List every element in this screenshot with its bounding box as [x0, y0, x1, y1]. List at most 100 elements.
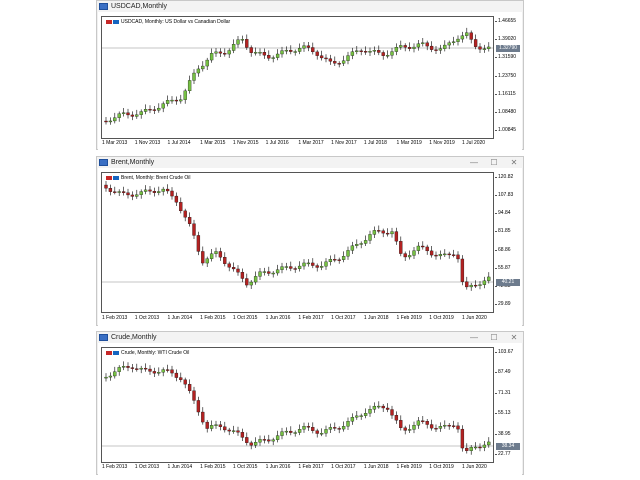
candle-body	[148, 189, 152, 192]
candle-body	[407, 429, 412, 431]
candle-body	[425, 421, 429, 425]
candle-body	[223, 426, 227, 431]
chart-area[interactable]: USDCAD, Monthly: US Dollar vs Canadian D…	[98, 12, 522, 150]
close-button[interactable]: ✕	[510, 333, 518, 342]
candle-body	[416, 420, 421, 426]
candle-body	[346, 250, 350, 257]
chart-window-crude[interactable]: Crude,Monthly — ☐ ✕ Crude, Monthly: WTI …	[96, 331, 524, 475]
candlestick-chart[interactable]	[102, 348, 493, 462]
candle-body	[324, 261, 328, 267]
candlestick-chart[interactable]	[102, 173, 493, 312]
candle-body	[236, 268, 240, 273]
price-tick-label: 1.16115	[495, 90, 516, 97]
candle-body	[407, 255, 412, 258]
time-tick-label: 1 Feb 2015	[200, 315, 226, 321]
candle-body	[143, 367, 148, 370]
candle-body	[451, 41, 456, 43]
candle-body	[170, 190, 174, 197]
current-price-tag: 38.34	[496, 443, 520, 450]
candle-body	[209, 425, 214, 429]
time-axis[interactable]: 1 Feb 2013 1 Oct 2013 1 Jun 2014 1 Feb 2015…	[101, 314, 494, 322]
candle-body	[385, 407, 390, 410]
window-titlebar[interactable]: Crude,Monthly — ☐ ✕	[97, 332, 523, 343]
candle-body	[487, 276, 491, 281]
candle-body	[121, 112, 126, 114]
flag-icon	[113, 175, 119, 180]
candle-body	[284, 49, 289, 52]
candlestick-chart[interactable]	[102, 17, 493, 138]
candle-body	[350, 417, 355, 422]
candle-body	[214, 424, 218, 426]
candle-body	[434, 49, 438, 51]
price-plot[interactable]: Crude, Monthly: WTI Crude Oil	[101, 347, 494, 463]
close-button[interactable]: ✕	[510, 158, 518, 167]
time-tick-label: 1 Oct 2015	[232, 464, 258, 470]
candle-body	[399, 241, 403, 254]
price-axis[interactable]: 1.46655 1.39020 1.31590 1.23750 1.16115 1.084…	[494, 16, 522, 139]
candle-body	[139, 191, 143, 195]
symbol-label-text: Brent, Monthly: Brent Crude Oil	[121, 175, 191, 181]
candle-body	[447, 253, 451, 256]
maximize-button[interactable]: ☐	[490, 333, 498, 342]
chart-window-brent[interactable]: Brent,Monthly — ☐ ✕ Brent, Monthly: Bren…	[96, 156, 524, 326]
minimize-button[interactable]: —	[470, 333, 478, 342]
symbol-label: Crude, Monthly: WTI Crude Oil	[106, 350, 189, 356]
candle-body	[363, 51, 368, 53]
time-tick-label: 1 Jun 2014	[167, 315, 193, 321]
flag-icon	[113, 350, 119, 355]
price-axis[interactable]: 103.67 87.49 71.31 55.13 38.95 22.77 38.34	[494, 347, 522, 463]
price-axis[interactable]: 120.82107.8394.8481.8568.8655.8742.8829.…	[494, 172, 522, 313]
candle-body	[297, 48, 302, 52]
candle-body	[218, 51, 223, 54]
window-title: Brent,Monthly	[111, 159, 155, 166]
chart-window-icon	[99, 334, 108, 341]
time-tick-label: 1 Feb 2019	[396, 315, 422, 321]
time-axis[interactable]: 1 Feb 2013 1 Oct 2013 1 Jun 2014 1 Feb 2015…	[101, 463, 494, 471]
chart-area[interactable]: Brent, Monthly: Brent Crude Oil 120.82 10…	[98, 168, 522, 326]
candle-body	[478, 46, 482, 50]
candle-body	[390, 51, 394, 56]
candle-body	[161, 188, 165, 192]
candle-body	[165, 369, 170, 371]
candle-body	[183, 379, 187, 385]
candle-body	[223, 53, 227, 55]
candle-body	[271, 439, 275, 442]
price-tick-label: 103.67	[494, 349, 514, 355]
candle-body	[482, 48, 487, 50]
price-plot[interactable]: Brent, Monthly: Brent Crude Oil	[101, 172, 494, 313]
candle-body	[240, 272, 245, 279]
candle-body	[152, 191, 157, 193]
window-titlebar[interactable]: Brent,Monthly — ☐ ✕	[97, 157, 523, 168]
maximize-button[interactable]: ☐	[490, 158, 498, 167]
candle-body	[227, 263, 231, 268]
candle-body	[130, 114, 135, 117]
time-axis[interactable]: 1 Mar 2013 1 Nov 2013 1 Jul 2014 1 Mar 2015…	[101, 139, 494, 147]
time-tick-label: 1 Nov 2013	[134, 140, 161, 146]
candle-body	[478, 446, 482, 449]
candle-body	[209, 53, 214, 61]
candle-body	[372, 50, 377, 52]
window-titlebar[interactable]: USDCAD,Monthly	[97, 1, 523, 12]
candle-body	[113, 371, 117, 377]
price-plot[interactable]: USDCAD, Monthly: US Dollar vs Canadian D…	[101, 16, 494, 139]
chart-area[interactable]: Crude, Monthly: WTI Crude Oil 103.67 87.4…	[98, 343, 522, 475]
candle-body	[223, 257, 227, 264]
candle-body	[478, 284, 482, 286]
minimize-button[interactable]: —	[470, 158, 478, 167]
candle-body	[465, 32, 469, 36]
candle-body	[399, 45, 403, 48]
time-tick-label: 1 Nov 2019	[429, 140, 455, 146]
candle-body	[319, 55, 324, 59]
candle-body	[355, 415, 359, 418]
candle-body	[183, 210, 187, 218]
candle-body	[245, 278, 249, 286]
chart-window-usdcad[interactable]: USDCAD,Monthly USDCAD, Monthly: US Dolla…	[96, 0, 524, 150]
candle-body	[403, 45, 407, 48]
candle-body	[249, 47, 253, 53]
time-tick-label: 1 Nov 2015	[232, 140, 259, 146]
candle-body	[377, 405, 381, 408]
candle-body	[258, 271, 262, 277]
candle-body	[425, 246, 429, 252]
time-tick-label: 1 Feb 2015	[200, 464, 226, 470]
candle-body	[421, 245, 425, 248]
